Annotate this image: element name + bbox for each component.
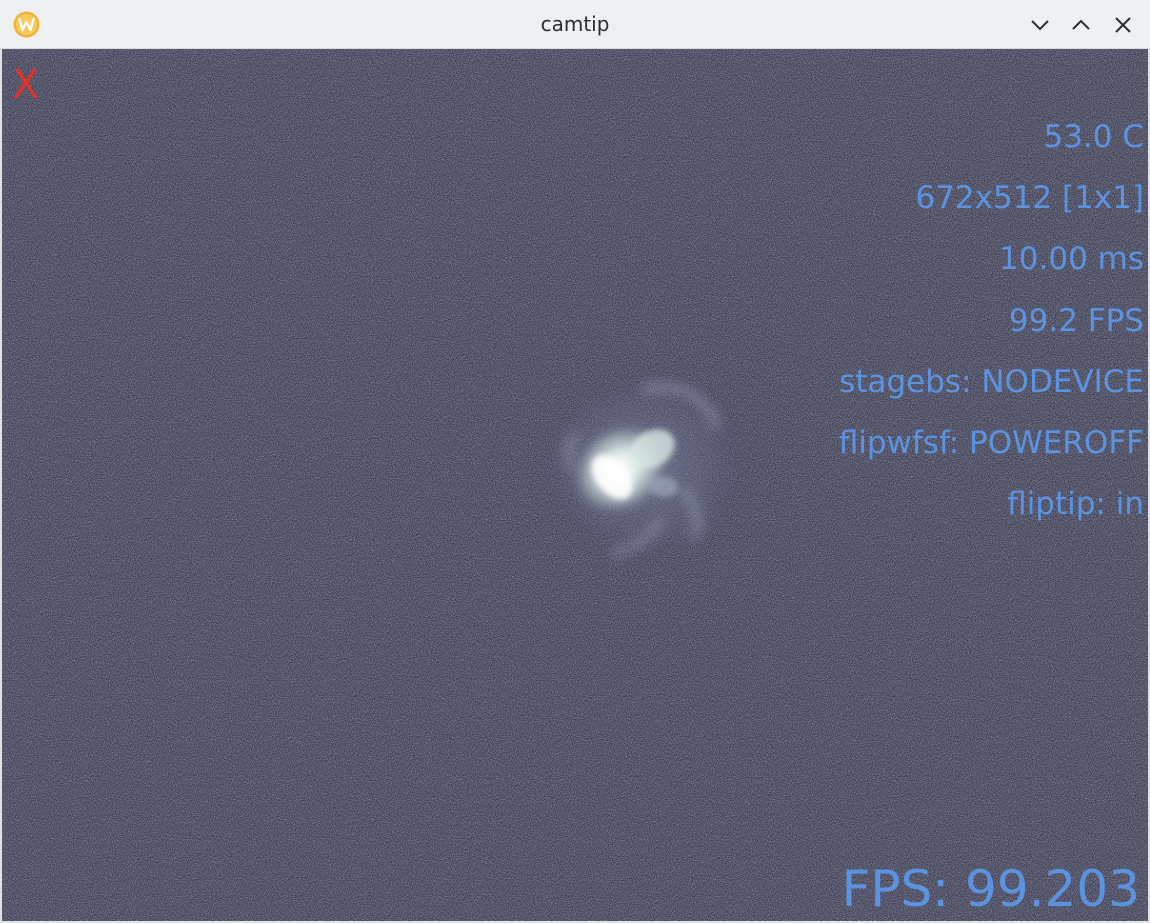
camera-image-view[interactable]: X 53.0 C 672x512 [1x1] 10.00 ms 99.2 FPS… [2, 49, 1148, 921]
fliptip-status: fliptip: in [1007, 486, 1144, 522]
fps-counter: FPS: 99.203 [841, 860, 1140, 918]
sensor-noise-background [2, 49, 1148, 921]
exposure-readout: 10.00 ms [999, 241, 1144, 277]
stagebs-status: stagebs: NODEVICE [839, 364, 1144, 400]
close-viewer-button[interactable]: X [12, 62, 40, 108]
minimize-button[interactable] [1027, 12, 1053, 38]
chevron-down-icon [1031, 20, 1049, 31]
framerate-readout: 99.2 FPS [1008, 303, 1144, 339]
maximize-button[interactable] [1068, 12, 1094, 38]
temperature-readout: 53.0 C [1043, 119, 1144, 155]
resolution-readout: 672x512 [1x1] [915, 180, 1144, 216]
close-icon [1115, 17, 1131, 33]
laser-spot-image [522, 362, 762, 572]
chevron-up-icon [1072, 19, 1090, 30]
title-bar[interactable]: camtip [0, 0, 1150, 49]
close-window-button[interactable] [1110, 12, 1136, 38]
flipwfsf-status: flipwfsf: POWEROFF [838, 425, 1144, 461]
window-title: camtip [540, 12, 610, 36]
w-logo-icon[interactable] [13, 11, 40, 38]
